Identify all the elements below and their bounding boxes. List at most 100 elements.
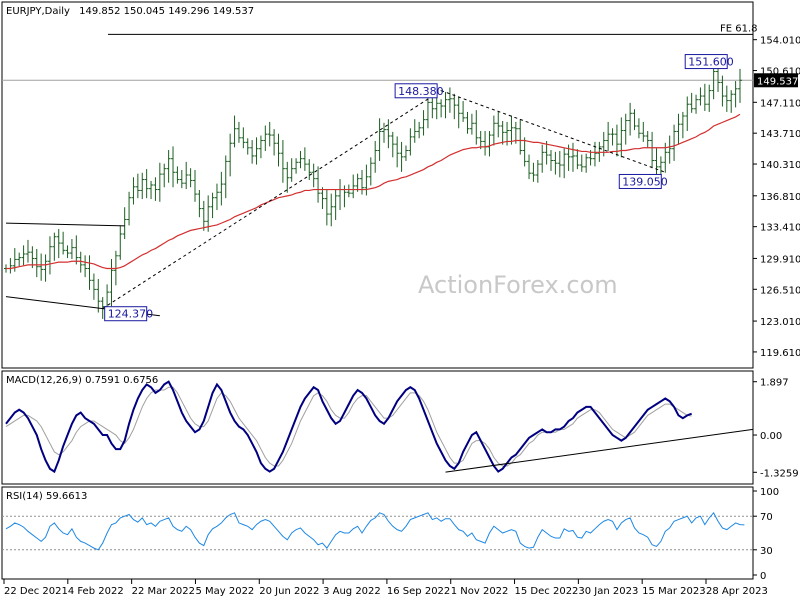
ohlc-bar <box>377 118 382 161</box>
ohlc-bar <box>373 140 378 173</box>
ohlc-bar <box>228 133 233 177</box>
price-annotation: 151.600 <box>688 56 734 69</box>
ohlc-bar <box>667 135 672 164</box>
ohlc-bar <box>403 145 408 161</box>
ohlc-bar <box>263 125 268 151</box>
ohlc-bar <box>34 248 39 278</box>
ohlc-bar <box>219 171 224 206</box>
ohlc-bar <box>654 148 659 176</box>
ohlc-bar <box>298 150 303 169</box>
ohlc-bar <box>25 239 30 263</box>
ohlc-bar <box>733 81 738 108</box>
ohlc-bar <box>465 111 470 134</box>
price-y-tick-label: 143.710 <box>760 129 800 140</box>
ohlc-bar <box>544 140 549 165</box>
macd-panel-frame <box>1 370 754 485</box>
ohlc-bar <box>412 119 417 143</box>
ohlc-bar <box>452 93 457 120</box>
x-tick-label: 28 Apr 2023 <box>706 586 768 597</box>
ohlc-bar <box>232 115 237 148</box>
ohlc-bar <box>518 119 523 155</box>
ohlc-bar <box>641 121 646 142</box>
ohlc-bar <box>267 121 272 147</box>
ohlc-bar <box>241 127 246 149</box>
rsi-layer <box>2 511 753 551</box>
ohlc-bar <box>69 239 74 259</box>
ohlc-bar <box>329 193 334 227</box>
ohlc-bar <box>324 189 329 226</box>
price-y-tick-label: 136.810 <box>760 192 800 203</box>
ohlc-bar <box>676 113 681 145</box>
price-annotation-box <box>104 306 148 322</box>
ohlc-header: 149.852 150.045 149.296 149.537 <box>79 6 254 17</box>
ohlc-bar <box>390 131 395 158</box>
ohlc-bar <box>368 157 373 186</box>
ohlc-bar <box>206 195 211 232</box>
price-annotation: 148.380 <box>398 85 444 98</box>
ohlc-bar <box>197 189 202 218</box>
macd-line <box>5 380 693 474</box>
ohlc-bar <box>606 121 611 151</box>
ohlc-bar <box>579 154 584 172</box>
ohlc-bar <box>355 173 360 192</box>
x-tick-label: 15 Dec 2022 <box>515 586 579 597</box>
ohlc-bar <box>698 87 703 106</box>
symbol-header: EURJPY,Daily <box>6 6 70 17</box>
ohlc-bar <box>680 111 685 139</box>
ohlc-bar <box>417 121 422 139</box>
ohlc-bar <box>702 83 707 112</box>
ohlc-bar <box>557 150 562 178</box>
ohlc-bar <box>131 177 136 205</box>
price-annotation-box <box>684 54 728 70</box>
ohlc-bar <box>720 75 725 107</box>
macd-trendline <box>445 428 754 473</box>
ohlc-bar <box>461 101 466 122</box>
price-y-tick-label: 129.910 <box>760 254 800 265</box>
ohlc-bar <box>21 245 26 266</box>
ohlc-bar <box>364 164 369 196</box>
ohlc-bar <box>289 158 294 182</box>
ohlc-bar <box>223 155 228 199</box>
ohlc-bar <box>39 253 44 281</box>
price-annotation-box <box>394 83 438 99</box>
rsi-panel-title: RSI(14) 59.6613 <box>6 491 87 502</box>
macd-y-tick-label: 0.00 <box>760 431 782 442</box>
ohlc-bar <box>316 166 321 203</box>
ohlc-bar <box>184 161 189 190</box>
ohlc-bar <box>250 140 255 164</box>
price-annotation: 124.370 <box>108 308 154 321</box>
ohlc-bar <box>610 128 615 146</box>
x-tick-label: 15 Mar 2023 <box>642 586 705 597</box>
ohlc-bar <box>443 91 448 119</box>
ohlc-bar <box>166 150 171 183</box>
ohlc-bar <box>149 180 154 200</box>
ohlc-bar <box>285 161 290 193</box>
ohlc-bar <box>56 229 61 259</box>
price-panel-title: EURJPY,Daily 149.852 150.045 149.296 149… <box>6 6 254 17</box>
price-y-tick-label: 123.010 <box>760 317 800 328</box>
ohlc-bar <box>311 163 316 188</box>
ohlc-bar <box>302 147 307 171</box>
ohlc-bar <box>456 96 461 129</box>
ohlc-bar <box>623 113 628 145</box>
level-label: FE 61.8 <box>720 23 758 34</box>
ohlc-bar <box>531 162 536 182</box>
ohlc-bar <box>17 252 22 267</box>
macd-panel-title: MACD(12,26,9) 0.7591 0.6756 <box>6 375 158 386</box>
ohlc-bar <box>276 133 281 167</box>
ohlc-bar <box>469 113 474 135</box>
ohlc-bar <box>447 87 452 113</box>
ohlc-bar <box>632 109 637 131</box>
ohlc-bar <box>74 235 79 265</box>
ohlc-bar <box>135 173 140 199</box>
ohlc-bar <box>592 141 597 167</box>
ohlc-bar <box>47 236 52 275</box>
ohlc-bar <box>562 148 567 179</box>
ohlc-bar <box>535 160 540 183</box>
ohlc-bar <box>43 254 48 282</box>
ohlc-bar <box>346 184 351 198</box>
ohlc-bar <box>280 140 285 183</box>
ohlc-bar <box>245 138 250 155</box>
ohlc-bar <box>399 141 404 172</box>
